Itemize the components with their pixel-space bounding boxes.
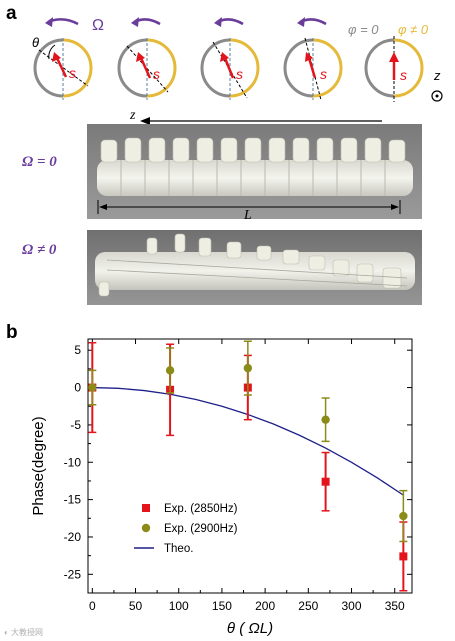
z-symbol: z [433,68,441,83]
z-axis-arrow [140,117,382,125]
legend-label: Theo. [164,543,193,555]
watermark: ◐ 大教授网 [4,628,44,637]
data-point-circle [243,363,253,373]
omega-symbol: Ω [92,17,104,34]
length-dimension [97,200,401,214]
x-tick-label: 0 [89,599,96,613]
photo-twisted-cylinder [87,230,422,305]
data-point-square [321,477,330,486]
x-tick-label: 250 [298,599,318,613]
data-point-square [399,552,408,561]
out-of-page-icon [431,90,443,102]
z-axis-label: z [130,108,136,123]
x-axis-label: θ ( ΩL) [227,620,273,637]
panel-a-label: a [6,3,17,24]
ring-diagram-1 [33,17,93,100]
ring-diagram-4 [283,17,343,101]
ring-diagram-3 [200,17,260,100]
plot-frame [87,338,413,594]
y-tick-label: 5 [74,343,81,357]
y-tick-label: -5 [70,418,81,432]
phi-nonzero-label: φ ≠ 0 [398,22,429,37]
data-point-circle [321,415,330,424]
theta-symbol: θ [32,35,39,50]
rotation-diagram: θ s Ω s s s [32,17,443,102]
legend-label: Exp. (2900Hz) [164,523,238,535]
data-point-circle [88,383,97,392]
s-label-4: s [320,66,327,82]
y-tick-label: 0 [74,381,81,395]
data-point-circle [165,366,175,375]
aligned-cylinder-illustration [87,124,422,219]
y-tick-label: -25 [64,567,82,581]
x-tick-label: 350 [385,599,405,613]
legend-swatch-square [142,504,150,512]
y-tick-label: -15 [64,493,82,507]
phi-zero-label: φ = 0 [348,22,379,37]
y-tick-label: -20 [64,530,82,544]
twisted-cylinder-illustration [87,230,422,305]
s-label-2: s [153,66,160,82]
s-label-3: s [236,66,243,82]
x-tick-label: 300 [342,599,362,613]
legend-label: Exp. (2850Hz) [164,503,238,515]
omega-nonzero-label: Ω ≠ 0 [22,242,57,258]
panel-b-label: b [6,322,18,343]
photo-aligned-cylinder [87,124,422,219]
s-label-1: s [69,65,76,81]
ring-diagram-2 [117,17,177,100]
data-point-circle [399,511,408,521]
x-tick-label: 200 [255,599,275,613]
x-tick-label: 50 [129,599,143,613]
ring-diagram-5 [364,36,424,102]
x-tick-label: 150 [212,599,232,613]
y-tick-label: -10 [64,455,82,469]
s-label-5: s [400,67,407,83]
y-axis-label: Phase(degree) [30,416,47,515]
legend-swatch-circle [141,523,151,533]
length-label: L [244,208,252,223]
x-tick-label: 100 [169,599,189,613]
omega-zero-label: Ω = 0 [22,154,57,170]
